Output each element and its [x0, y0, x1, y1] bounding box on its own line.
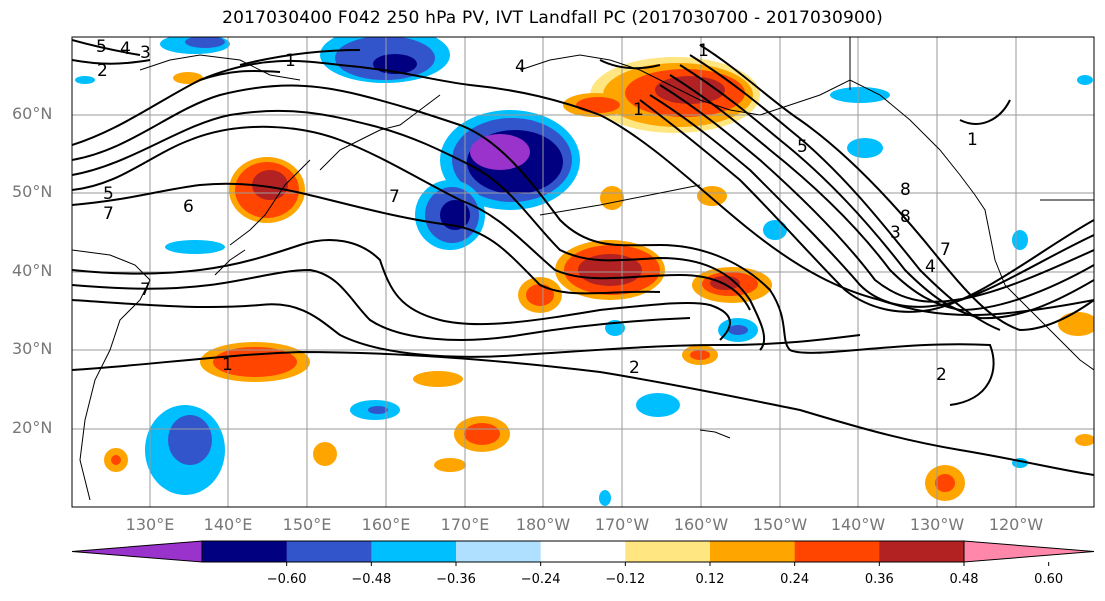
lat-label: 50°N: [12, 182, 53, 201]
colorbar-extend-max: [963, 540, 1095, 563]
colorbar-segment: [625, 541, 711, 562]
map-frame: [71, 36, 1095, 508]
lon-label: 140°W: [830, 515, 886, 534]
contour-label: 5: [797, 137, 808, 157]
colorbar-segment: [879, 541, 965, 562]
colorbar-tick-label: −0.36: [436, 572, 476, 587]
lon-label: 140°E: [203, 515, 253, 534]
lat-label: 60°N: [12, 104, 53, 123]
lat-label: 30°N: [12, 339, 53, 358]
colorbar-segment: [794, 541, 880, 562]
contour-label: 4: [925, 257, 936, 277]
colorbar-tick-label: 0.24: [780, 572, 810, 587]
colorbar-segment: [286, 541, 372, 562]
lon-label: 160°W: [673, 515, 729, 534]
lon-label: 170°E: [440, 515, 490, 534]
contour-label: 4: [515, 57, 526, 77]
lon-label: 130°W: [909, 515, 965, 534]
colorbar-segment: [371, 541, 457, 562]
lon-label: 160°E: [361, 515, 411, 534]
contour-label: 8: [900, 207, 911, 227]
map-area: 5 4 3 2 1 1 5 7 6 7 1 5 8 8 3 7 4 1 7 1 …: [72, 37, 1094, 507]
lon-label: 150°E: [282, 515, 332, 534]
colorbar-frame: [201, 540, 965, 563]
contour-label: 5: [96, 37, 107, 57]
contour-label: 7: [140, 280, 151, 300]
contour-label: 6: [183, 197, 194, 217]
colorbar-extend-min: [71, 540, 203, 563]
pv-contours: [72, 39, 1094, 476]
colorbar-tick-label: 0.36: [864, 572, 894, 587]
coastlines: [72, 37, 1094, 501]
lon-label: 170°W: [594, 515, 650, 534]
colorbar-segment: [456, 541, 542, 562]
contour-label: 1: [633, 100, 644, 120]
colorbar-segment: [710, 541, 796, 562]
colorbar-segment: [202, 541, 288, 562]
contour-label: 4: [120, 39, 131, 59]
lon-label: 120°W: [988, 515, 1044, 534]
contour-label: 7: [940, 240, 951, 260]
colorbar-tick-label: 0.48: [949, 572, 979, 587]
colorbar: [71, 540, 1095, 566]
colorbar-tick-label: −0.48: [351, 572, 392, 587]
lat-label: 40°N: [12, 261, 53, 280]
contour-label: 3: [140, 43, 151, 63]
contour-label: 5: [103, 184, 114, 204]
contour-label: 7: [389, 187, 400, 207]
contour-label: 8: [900, 180, 911, 200]
colorbar-tick-label: 0.12: [695, 572, 725, 587]
contour-label: 1: [698, 41, 709, 61]
lon-label: 180°W: [515, 515, 571, 534]
lon-label: 150°W: [752, 515, 808, 534]
contour-label: 7: [103, 204, 114, 224]
colorbar-tick-label: −0.24: [520, 572, 561, 587]
colorbar-tick-label: 0.60: [1034, 572, 1064, 587]
colorbar-tick-label: −0.60: [266, 572, 307, 587]
contour-label: 1: [222, 355, 233, 375]
contour-label: 2: [936, 365, 947, 385]
contour-label: 2: [97, 61, 108, 81]
map-title: 2017030400 F042 250 hPa PV, IVT Landfall…: [222, 8, 883, 28]
contour-label-group: 5 4 3 2 1 1 5 7 6 7 1 5 8 8 3 7 4 1 7 1 …: [96, 37, 978, 385]
colorbar-segment: [540, 541, 626, 562]
contour-label: 1: [285, 51, 296, 71]
contour-label: 1: [967, 130, 978, 150]
contour-label: 3: [890, 223, 901, 243]
colorbar-tick-label: −0.12: [605, 572, 646, 587]
lon-label: 130°E: [125, 515, 175, 534]
lat-label: 20°N: [12, 418, 53, 437]
contour-label: 2: [629, 358, 640, 378]
